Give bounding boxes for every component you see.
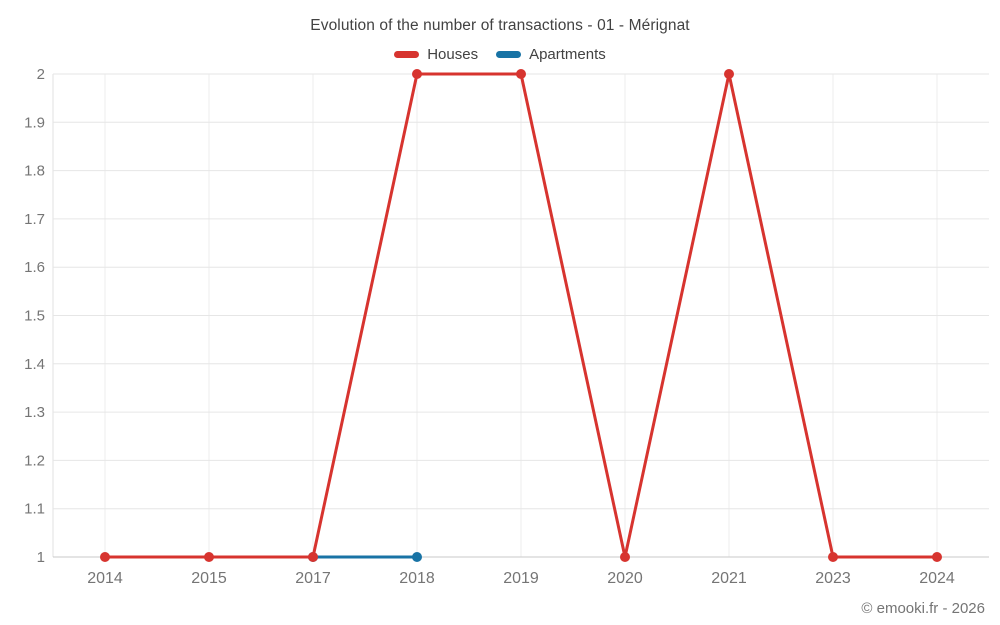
data-point-houses [204,552,214,562]
data-point-houses [412,69,422,79]
legend-item-apartments[interactable]: Apartments [496,46,606,63]
copyright-footer: © emooki.fr - 2026 [861,600,985,617]
y-tick-label: 1.7 [24,211,45,228]
x-tick-label: 2021 [711,570,747,587]
x-tick-label: 2015 [191,570,227,587]
legend-label-apartments: Apartments [529,46,606,63]
x-tick-label: 2017 [295,570,331,587]
houses-swatch-icon [394,51,420,58]
data-point-houses [828,552,838,562]
apartments-swatch-icon [496,51,522,58]
x-tick-label: 2019 [503,570,539,587]
y-tick-label: 1.4 [24,356,45,373]
y-tick-label: 1.3 [24,404,45,421]
x-tick-label: 2023 [815,570,851,587]
chart-legend: Houses Apartments [0,46,1000,63]
y-tick-label: 1.1 [24,501,45,518]
y-tick-label: 1.8 [24,163,45,180]
data-point-houses [724,69,734,79]
data-point-houses [932,552,942,562]
y-tick-label: 2 [37,66,45,83]
x-tick-label: 2014 [87,570,123,587]
y-tick-label: 1.9 [24,114,45,131]
x-tick-label: 2020 [607,570,643,587]
data-point-houses [100,552,110,562]
legend-item-houses[interactable]: Houses [394,46,478,63]
legend-label-houses: Houses [427,46,479,63]
data-point-houses [308,552,318,562]
data-point-apartments [412,552,422,562]
x-tick-label: 2018 [399,570,435,587]
data-point-houses [620,552,630,562]
x-tick-label: 2024 [919,570,955,587]
y-tick-label: 1.2 [24,452,45,469]
y-tick-label: 1.6 [24,259,45,276]
y-tick-label: 1 [37,549,45,566]
chart-title: Evolution of the number of transactions … [310,17,690,34]
data-point-houses [516,69,526,79]
y-tick-label: 1.5 [24,308,45,325]
